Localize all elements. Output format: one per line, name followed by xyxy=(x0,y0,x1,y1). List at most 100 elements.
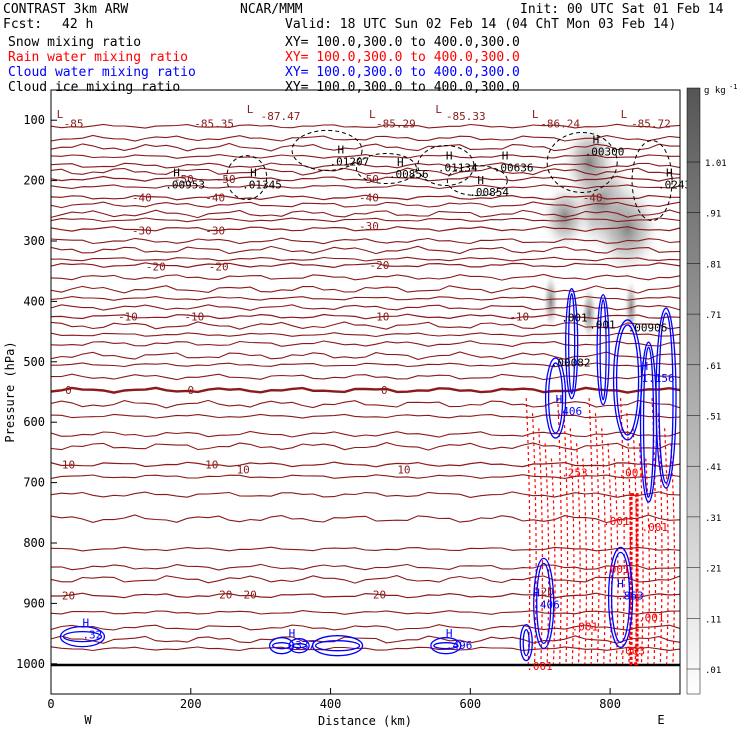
cloud-water-max-value: .863 xyxy=(617,589,644,602)
cloud-water-contour xyxy=(268,637,295,655)
cloud-water-contour xyxy=(610,551,631,644)
isotherm-label: -20 xyxy=(146,260,166,273)
isotherm-label: 10 xyxy=(205,458,218,471)
x-tick-label: 0 xyxy=(47,697,54,711)
cloud-water-max-marker: H xyxy=(533,586,540,599)
y-tick-label: 600 xyxy=(23,415,45,429)
rain-contour xyxy=(582,458,588,664)
fcst-label: Fcst: xyxy=(3,17,43,32)
cloud-ice-max-value: .00906 xyxy=(628,322,668,335)
min-value: -85.33 xyxy=(446,110,486,123)
cloud-water-max-value: 1.156 xyxy=(642,372,675,385)
snow-shade xyxy=(560,121,618,204)
snow-max-value: .01345 xyxy=(242,179,282,192)
isotherm-label: -50 xyxy=(216,173,236,186)
y-tick-label: 200 xyxy=(23,174,45,188)
fcst-value: 42 h xyxy=(62,17,94,32)
field-cloud-water-name: Cloud water mixing ratio xyxy=(8,65,196,80)
isotherm-label: 10 xyxy=(397,463,410,476)
isotherm-label: 20 xyxy=(541,585,554,598)
snow-max-marker: H xyxy=(477,174,484,187)
isotherm xyxy=(51,201,680,209)
cloud-water-max-marker: H xyxy=(617,577,624,590)
cloud-water-contour xyxy=(430,637,462,655)
isotherm xyxy=(51,575,680,584)
isotherm xyxy=(51,563,680,571)
isotherm xyxy=(51,245,680,255)
isotherm--50 xyxy=(51,175,680,182)
cloud-water-contour xyxy=(519,624,533,662)
snow-max-marker: H xyxy=(250,167,257,180)
cloud-water-contour xyxy=(291,643,307,649)
isotherm-label: -40 xyxy=(205,192,225,205)
rain-contour xyxy=(563,413,569,664)
isotherm xyxy=(51,610,680,615)
cloud-water-contour xyxy=(271,642,292,650)
cloud-water-max-marker: H xyxy=(556,393,563,406)
snow-max-value: .00636 xyxy=(494,162,534,175)
isotherm-label: -30 xyxy=(132,225,152,238)
isotherm xyxy=(51,491,680,498)
isotherm--30 xyxy=(51,226,680,232)
snow-contour xyxy=(226,155,268,201)
cloud-water-contour xyxy=(533,557,555,650)
cloud-water-contour xyxy=(288,638,310,654)
isotherm xyxy=(51,635,680,644)
rain-contour xyxy=(538,428,544,664)
isotherm xyxy=(51,273,680,281)
isotherm-label: -50 xyxy=(359,173,379,186)
rain-max-value: .001 xyxy=(642,521,669,534)
colorbar-unit: g kg xyxy=(704,86,726,96)
east-marker: E xyxy=(657,713,664,727)
isotherm xyxy=(51,340,680,347)
isotherm xyxy=(51,399,680,409)
colorbar-tick-label: 1.01 xyxy=(705,159,727,169)
cloud-water-contour xyxy=(596,294,610,406)
colorbar-tick-label: .91 xyxy=(705,210,721,220)
min-marker: L xyxy=(57,108,64,121)
cloud-water-max-value: .337 xyxy=(289,639,316,652)
y-tick-label: 900 xyxy=(23,596,45,610)
snow-contour xyxy=(446,165,508,197)
colorbar xyxy=(686,87,701,695)
isotherm-label: -40 xyxy=(359,192,379,205)
cloud-water-contour xyxy=(565,288,579,400)
contour-labels: -50 -50 -50 -40 -40 -40 -40 -30 -30 -30 -20 -20 -20 -… xyxy=(57,103,698,673)
colorbar-tick-label: .51 xyxy=(705,413,721,423)
field-snow-name: Snow mixing ratio xyxy=(8,35,142,50)
snow-max-marker: H xyxy=(666,167,673,180)
isotherm-label: 10 xyxy=(237,463,250,476)
model-title: CONTRAST 3km ARW xyxy=(3,2,129,17)
rain-contour xyxy=(638,443,644,664)
y-tick-label: 1000 xyxy=(16,657,45,671)
field-cloud-ice-xy: XY= 100.0,300.0 to 400.0,300.0 xyxy=(285,80,520,95)
min-marker: L xyxy=(247,103,254,116)
colorbar-tick-label: .31 xyxy=(705,514,721,524)
cloud-water-contour xyxy=(59,625,106,648)
y-axis-label: Pressure (hPa) xyxy=(3,341,17,442)
x-tick-label: 400 xyxy=(320,697,342,711)
temperature-contours xyxy=(51,123,680,667)
x-tick-label: 200 xyxy=(180,697,202,711)
isotherm-label: -10 xyxy=(184,311,204,324)
cloud-water-max-value: .496 xyxy=(446,639,473,652)
isotherm--40 xyxy=(51,194,680,201)
field-rain-xy: XY= 100.0,300.0 to 400.0,300.0 xyxy=(285,50,520,65)
isotherm xyxy=(51,167,680,176)
isotherm-label: -10 xyxy=(370,311,390,324)
isotherm--10 xyxy=(51,313,680,320)
min-value: -85.35 xyxy=(194,117,234,130)
cloud-water-contour xyxy=(615,324,640,436)
isotherm-label: 0 xyxy=(381,384,388,397)
isotherm-10 xyxy=(51,461,680,468)
rain-core xyxy=(629,493,639,666)
isotherm xyxy=(51,154,680,159)
rain-max-value: .001 xyxy=(638,612,665,625)
cloud-water-contour xyxy=(599,299,607,401)
isotherm xyxy=(51,134,680,142)
isotherm xyxy=(51,142,680,152)
isotherm-label: -50 xyxy=(174,173,194,186)
min-value: -86.24 xyxy=(540,117,580,130)
snow-max-value: .00854 xyxy=(469,186,509,199)
cloud-water-contour xyxy=(658,312,674,484)
